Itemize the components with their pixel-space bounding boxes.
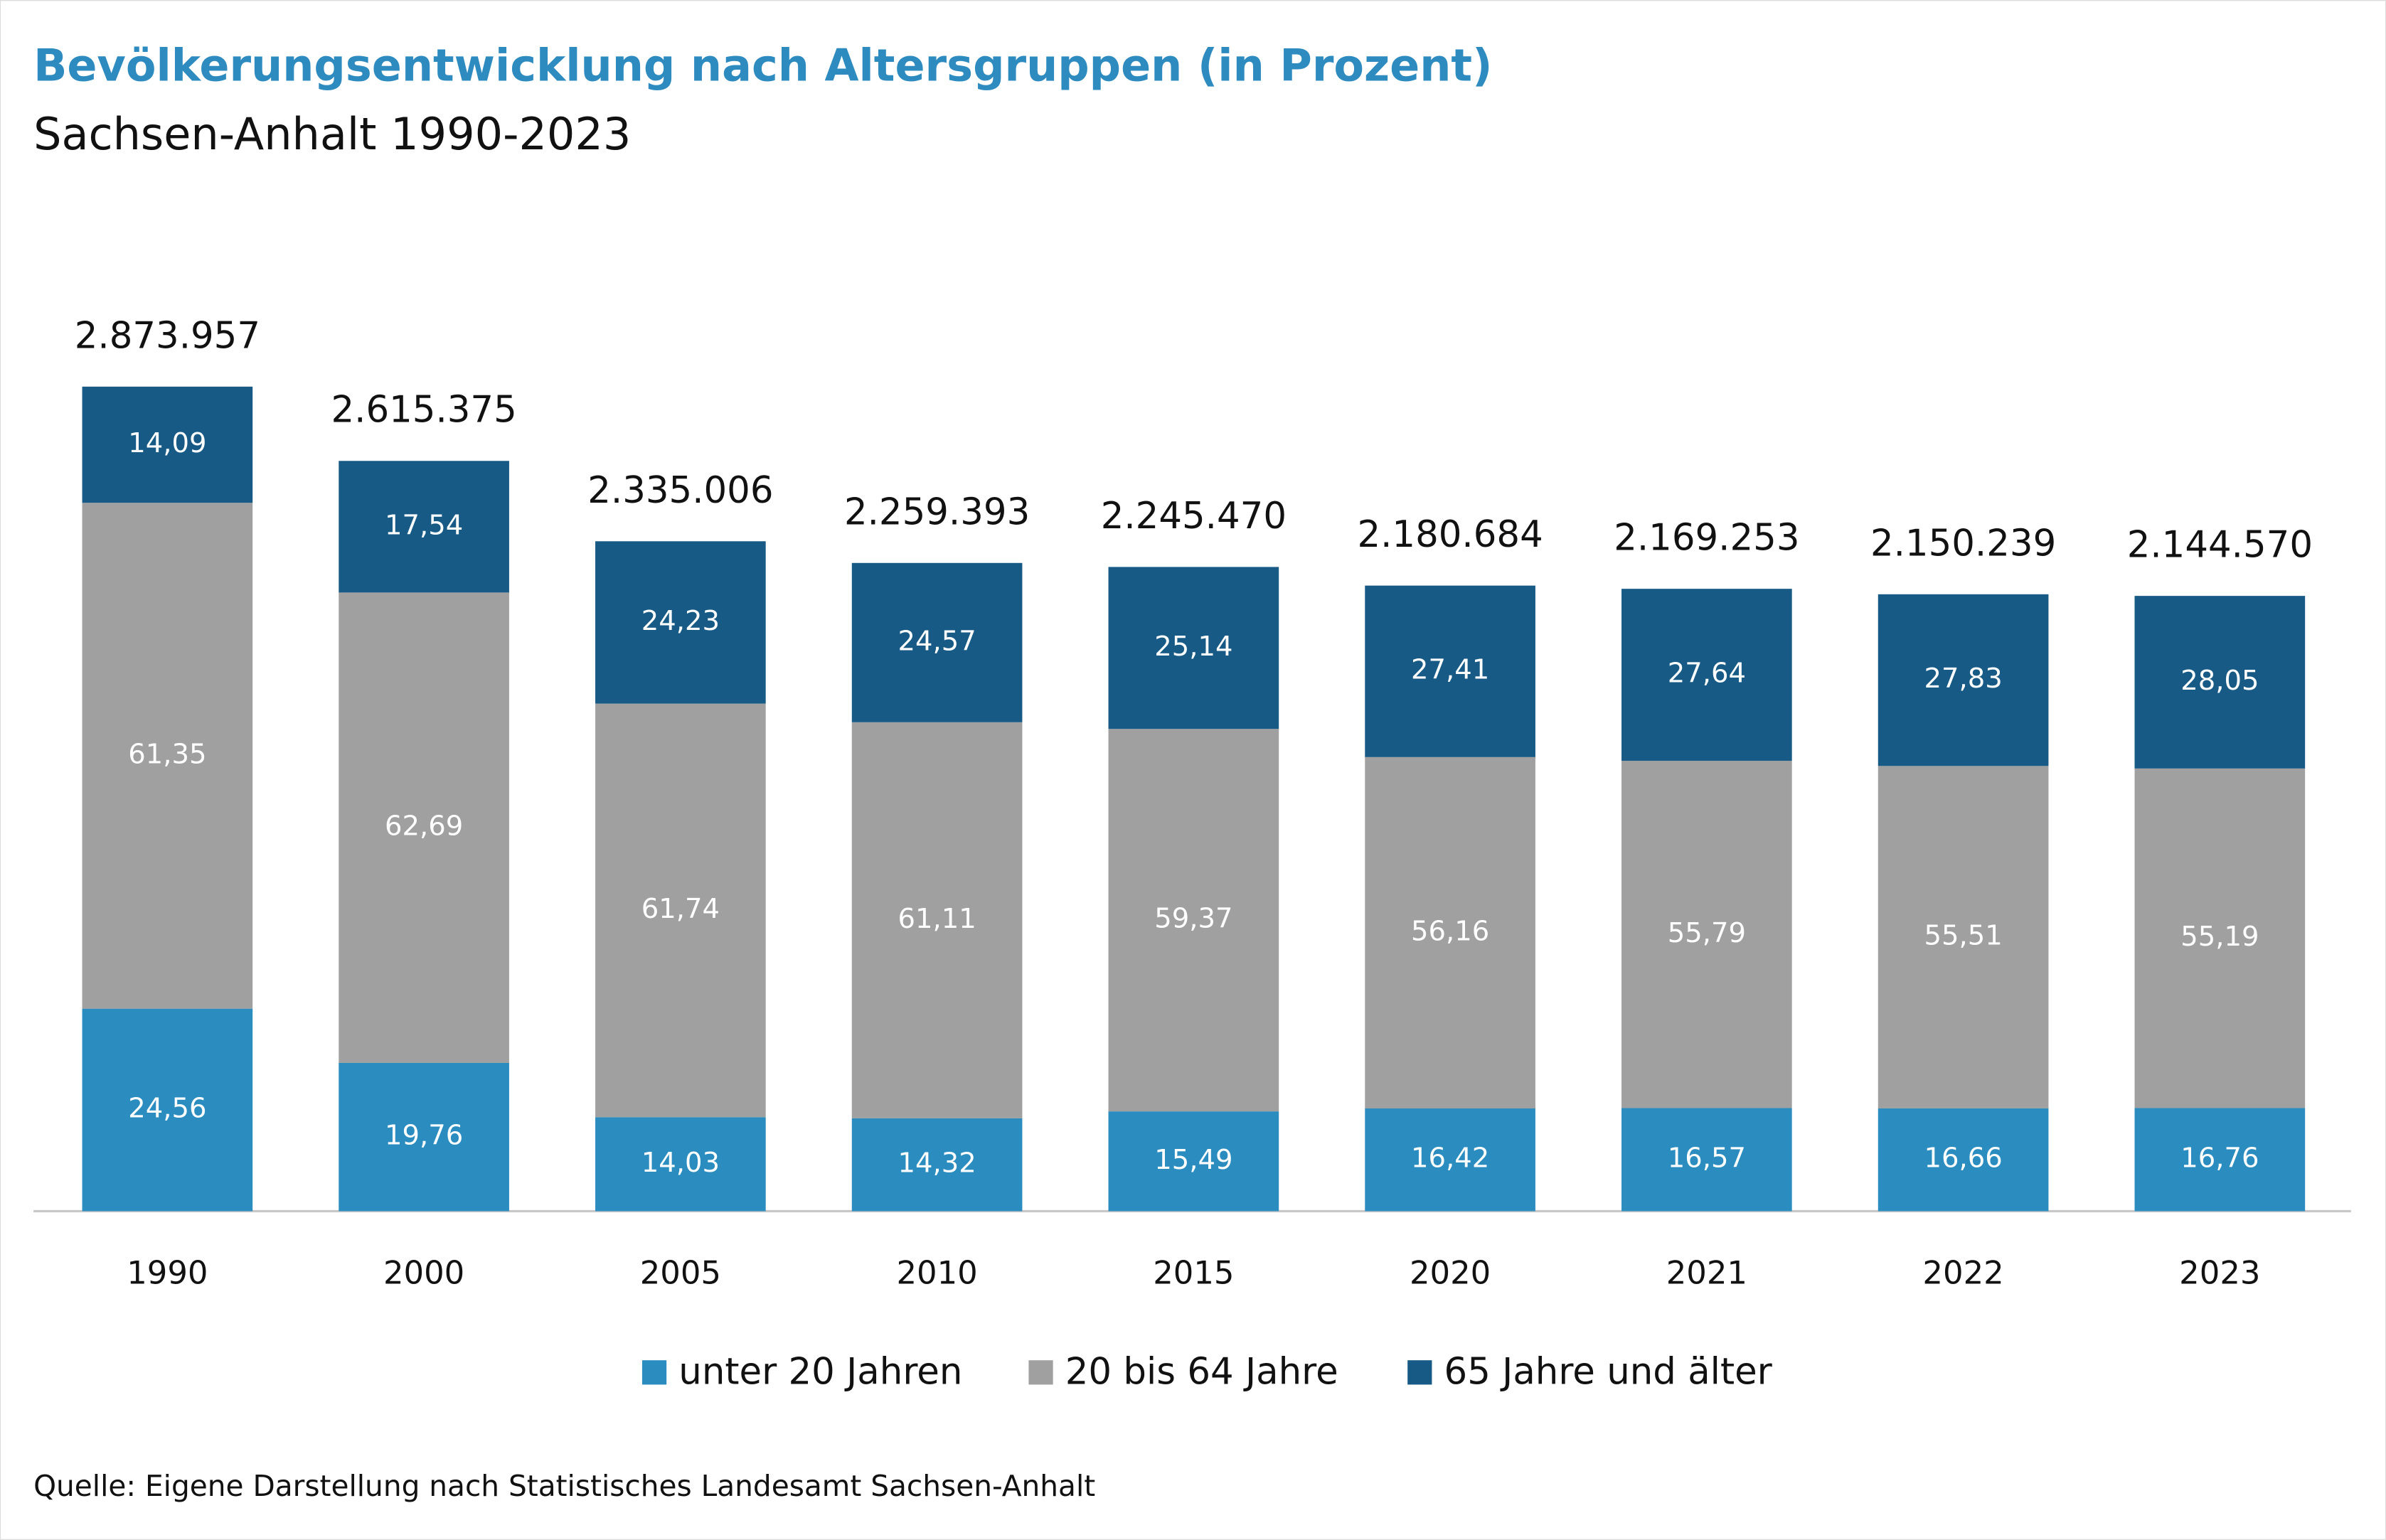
- x-tick-label: 2005: [640, 1253, 721, 1291]
- bar-segment: [1878, 766, 2049, 1108]
- segment-label: 55,19: [2180, 921, 2259, 953]
- x-tick-label: 2023: [2179, 1253, 2260, 1291]
- segment-label: 27,83: [1924, 663, 2002, 695]
- bar-segment: [339, 592, 509, 1063]
- bar-segment: [1621, 761, 1792, 1108]
- bar-segment: [1365, 585, 1535, 757]
- segment-label: 16,76: [2180, 1142, 2259, 1174]
- segment-label: 14,09: [128, 427, 206, 459]
- total-label: 2.259.393: [844, 491, 1030, 533]
- segment-label: 61,11: [898, 903, 976, 935]
- segment-label: 27,41: [1411, 654, 1489, 686]
- bar-segment: [82, 386, 253, 503]
- segment-label: 24,23: [641, 605, 720, 637]
- segment-label: 56,16: [1411, 915, 1489, 947]
- legend-label: 20 bis 64 Jahre: [1065, 1350, 1338, 1393]
- x-tick-label: 2000: [383, 1253, 464, 1291]
- total-label: 2.615.375: [331, 389, 516, 432]
- segment-label: 16,57: [1668, 1142, 1746, 1174]
- bar-segment: [1621, 589, 1792, 761]
- segment-label: 24,57: [898, 625, 976, 657]
- segment-label: 24,56: [128, 1093, 206, 1125]
- legend-swatch: [1407, 1360, 1432, 1385]
- segment-label: 17,54: [385, 509, 463, 541]
- segment-label: 25,14: [1154, 631, 1232, 663]
- segment-label: 14,03: [641, 1147, 720, 1179]
- bar-segment: [595, 703, 766, 1118]
- bar-segment: [1878, 594, 2049, 766]
- x-tick-label: 2010: [896, 1253, 977, 1291]
- segment-label: 19,76: [385, 1120, 463, 1152]
- bar-segment: [851, 722, 1023, 1118]
- segment-label: 59,37: [1154, 903, 1232, 935]
- bar-segment: [2134, 596, 2306, 769]
- bar-segment: [851, 1118, 1023, 1212]
- bar-segment: [1365, 756, 1535, 1109]
- segment-label: 27,64: [1668, 658, 1746, 690]
- bar-segment: [82, 503, 253, 1009]
- legend-swatch: [1028, 1360, 1053, 1385]
- segment-label: 55,79: [1668, 917, 1746, 949]
- segment-label: 16,66: [1924, 1143, 2002, 1175]
- bar-segment: [1108, 729, 1279, 1112]
- total-label: 2.245.470: [1101, 495, 1287, 538]
- total-label: 2.180.684: [1357, 513, 1543, 556]
- segment-label: 62,69: [385, 811, 463, 843]
- bar-segment: [82, 1008, 253, 1212]
- bar-segment: [1365, 1108, 1535, 1212]
- source-note: Quelle: Eigene Darstellung nach Statisti…: [33, 1469, 1095, 1503]
- segment-label: 61,74: [641, 893, 720, 925]
- bar-segment: [595, 541, 766, 704]
- total-label: 2.335.006: [587, 469, 773, 512]
- x-tick-label: 2015: [1153, 1253, 1234, 1291]
- chart-subtitle: Sachsen-Anhalt 1990-2023: [33, 108, 631, 160]
- chart-title: Bevölkerungsentwicklung nach Altersgrupp…: [33, 40, 1492, 92]
- segment-label: 15,49: [1154, 1144, 1232, 1176]
- total-label: 2.169.253: [1614, 517, 1799, 560]
- bar-segment: [595, 1117, 766, 1212]
- bar-segment: [851, 562, 1023, 722]
- x-tick-label: 2020: [1410, 1253, 1491, 1291]
- segment-label: 14,32: [898, 1148, 976, 1180]
- bar-segment: [1108, 1111, 1279, 1212]
- bar-segment: [1108, 567, 1279, 729]
- bar-segment: [2134, 1108, 2306, 1212]
- x-tick-label: 2021: [1666, 1253, 1747, 1291]
- bar-segment: [339, 1062, 509, 1212]
- total-label: 2.150.239: [1870, 522, 2056, 565]
- bar-segment: [2134, 768, 2306, 1108]
- segment-label: 61,35: [128, 738, 206, 770]
- bar-segment: [1621, 1108, 1792, 1212]
- segment-label: 55,51: [1924, 920, 2002, 952]
- x-tick-label: 2022: [1922, 1253, 2003, 1291]
- bar-segment: [1878, 1108, 2049, 1212]
- total-label: 2.144.570: [2127, 524, 2313, 567]
- legend-swatch: [641, 1360, 667, 1385]
- legend-label: unter 20 Jahren: [678, 1350, 962, 1393]
- segment-label: 16,42: [1411, 1143, 1489, 1175]
- segment-label: 28,05: [2180, 665, 2259, 697]
- x-tick-label: 1990: [127, 1253, 208, 1291]
- total-label: 2.873.957: [75, 314, 260, 357]
- bar-segment: [339, 461, 509, 593]
- legend-label: 65 Jahre und älter: [1444, 1350, 1773, 1393]
